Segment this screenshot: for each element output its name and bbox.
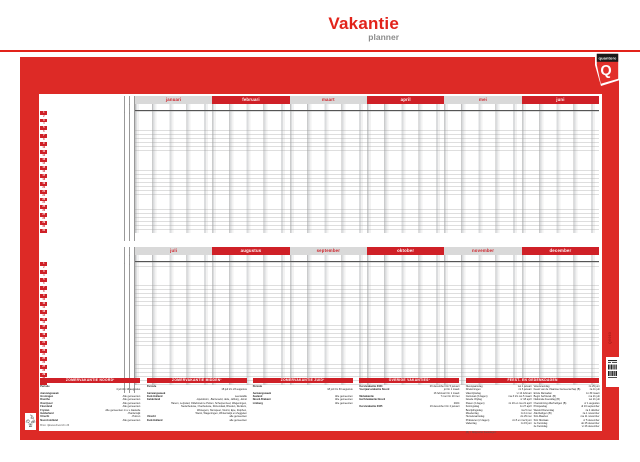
svg-text:Q: Q [600, 63, 611, 79]
svg-text:quantore: quantore [599, 56, 618, 61]
